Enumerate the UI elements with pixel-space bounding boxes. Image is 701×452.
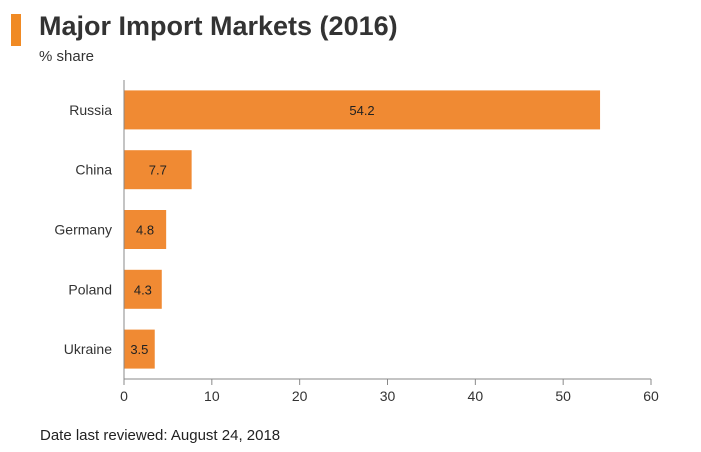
category-label: China bbox=[75, 162, 112, 178]
x-tick-label: 60 bbox=[643, 388, 659, 404]
x-tick-label: 20 bbox=[292, 388, 308, 404]
x-tick-label: 30 bbox=[380, 388, 396, 404]
chart-subtitle: % share bbox=[39, 48, 95, 65]
category-label: Ukraine bbox=[64, 341, 112, 357]
x-tick-label: 10 bbox=[204, 388, 220, 404]
bar-ukraine bbox=[124, 329, 155, 369]
x-tick-label: 0 bbox=[120, 388, 128, 404]
category-label: Russia bbox=[69, 102, 112, 118]
bar-china bbox=[124, 150, 192, 190]
data-label: 54.2 bbox=[349, 103, 374, 118]
review-date-note: Date last reviewed: August 24, 2018 bbox=[40, 427, 281, 444]
x-tick-label: 50 bbox=[555, 388, 571, 404]
title-accent-bar bbox=[11, 14, 21, 46]
category-label: Germany bbox=[54, 222, 112, 238]
bar-poland bbox=[124, 269, 162, 309]
chart-title: Major Import Markets (2016) bbox=[39, 11, 398, 41]
bar-germany bbox=[124, 210, 167, 249]
bar-russia bbox=[124, 90, 601, 130]
data-label: 7.7 bbox=[149, 163, 167, 178]
data-label: 3.5 bbox=[130, 342, 148, 357]
category-label: Poland bbox=[68, 281, 112, 297]
x-tick-label: 40 bbox=[468, 388, 484, 404]
data-label: 4.8 bbox=[136, 223, 154, 238]
data-label: 4.3 bbox=[134, 282, 152, 297]
